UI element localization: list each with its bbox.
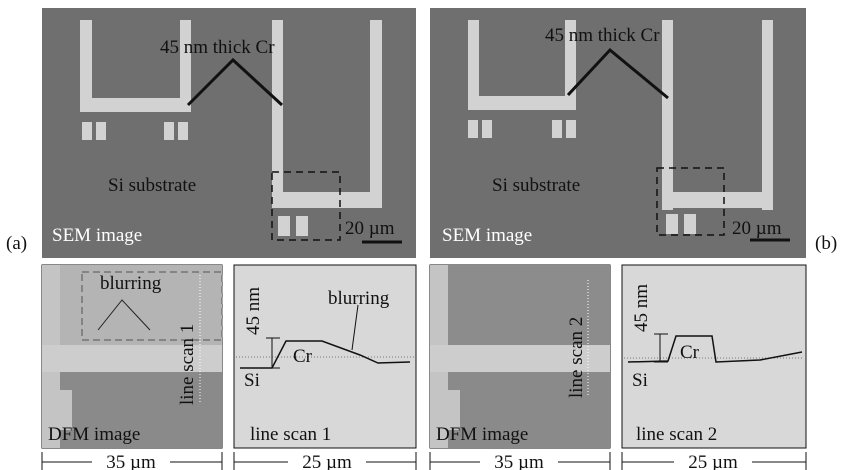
panel-label: (b) [815,233,837,254]
substrate-label: Si substrate [108,175,196,196]
caption: line scan 1 [250,424,331,445]
height-label: 45 nm [631,284,652,332]
scan-line-label: line scan 1 [177,324,198,405]
scan-line-label: line scan 2 [566,317,587,398]
sem-image-a: 45 nm thick Cr Si substrate SEM image 20… [42,8,416,258]
scale-bar-label: 20 µm [345,218,395,239]
caption: SEM image [52,225,142,246]
line-scan-2: 45 nm Cr Si line scan 2 [622,265,806,448]
annotation: 45 nm thick Cr [545,25,660,46]
height-label: 45 nm [243,287,264,335]
scale-bar-label: 20 µm [732,218,782,239]
caption: SEM image [442,225,532,246]
sem-image-b: 45 nm thick Cr Si substrate SEM image 20… [430,8,806,258]
scale-label: 35 µm [106,452,156,470]
figure: 45 nm thick Cr Si substrate SEM image 20… [0,0,841,470]
panel-label: (a) [6,233,27,254]
annotation: 45 nm thick Cr [160,37,275,58]
substrate-label: Si substrate [492,175,580,196]
scale-label: 35 µm [494,452,544,470]
line-scan-1: 45 nm Cr blurring Si line scan 1 [234,265,416,448]
scale-label: 25 µm [302,452,352,470]
film-label: Cr [293,346,313,367]
annotation: blurring [328,288,390,309]
annotation: blurring [100,273,162,294]
caption: DFM image [436,424,528,445]
dfm-image-2: line scan 2 DFM image [430,265,610,448]
scale-label: 25 µm [688,452,738,470]
film-label: Cr [680,342,700,363]
substrate-label: Si [632,370,648,391]
caption: line scan 2 [636,424,717,445]
substrate-label: Si [244,370,260,391]
dfm-image-1: blurring line scan 1 DFM image [42,265,222,448]
caption: DFM image [48,424,140,445]
